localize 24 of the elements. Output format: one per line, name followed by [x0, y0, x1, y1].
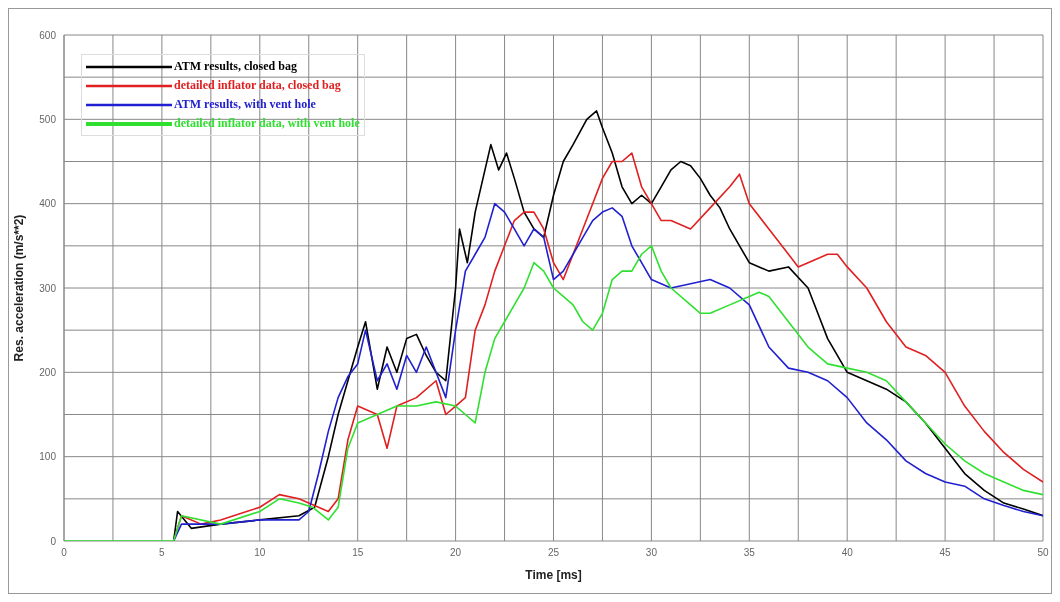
x-tick-label: 30: [645, 547, 658, 559]
x-tick-label: 45: [939, 547, 952, 559]
x-tick-label: 0: [61, 547, 68, 559]
x-tick-label: 20: [450, 547, 462, 559]
x-tick-label: 40: [841, 547, 854, 559]
text: ATM results, with vent hole: [174, 97, 316, 111]
y-tick-label: 100: [39, 451, 57, 463]
x-tick-label: 35: [743, 547, 756, 559]
x-tick-label: 10: [254, 547, 266, 559]
y-tick-label: 400: [39, 198, 57, 210]
x-tick-label: 5: [159, 547, 166, 559]
x-tick-label: 50: [1037, 547, 1049, 559]
y-axis-title: Res. acceleration (m/s**2): [12, 214, 27, 362]
x-axis-title: Time [ms]: [525, 568, 582, 582]
text: ATM results, closed bag: [174, 59, 297, 73]
y-tick-label: 600: [39, 29, 57, 41]
y-tick-label: 200: [39, 366, 57, 378]
x-tick-label: 15: [352, 547, 364, 559]
text: detailed inflator data, with vent hole: [174, 116, 360, 130]
y-tick-label: 500: [39, 113, 57, 125]
y-tick-label: 300: [39, 282, 57, 294]
x-tick-label: 25: [547, 547, 560, 559]
text: detailed inflator data, closed bag: [174, 78, 341, 92]
y-tick-label: 0: [50, 535, 57, 547]
